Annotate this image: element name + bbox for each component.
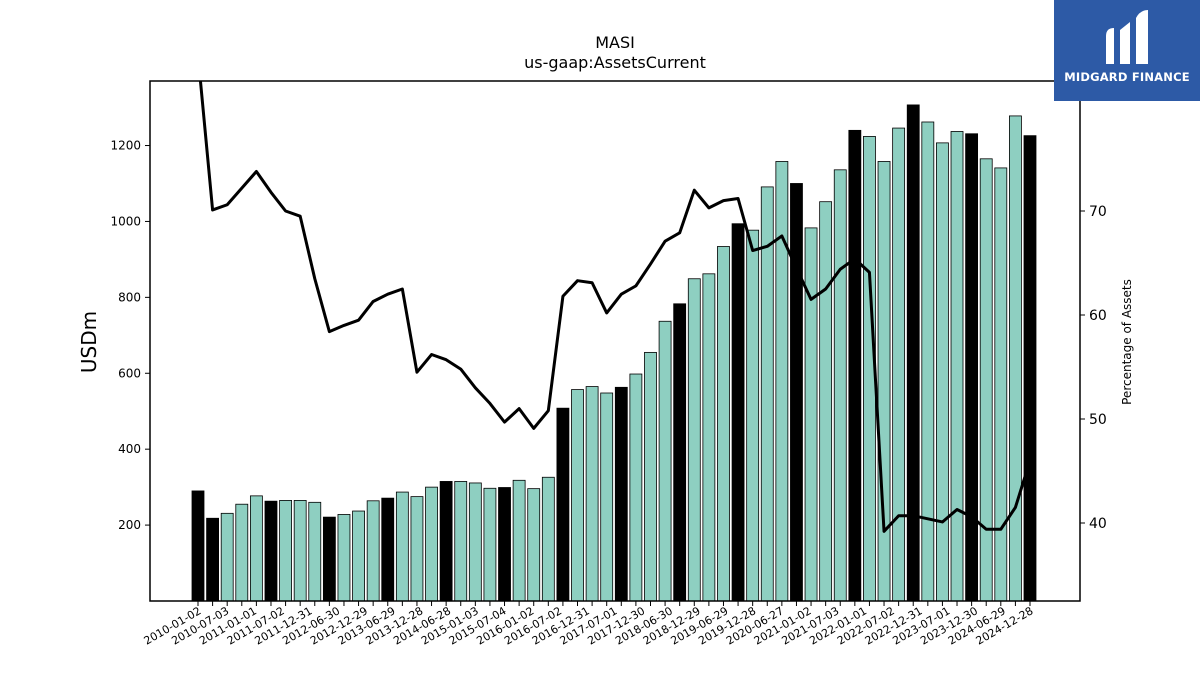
bar-2016-07-02 bbox=[571, 389, 584, 602]
bar-2017-09-30 bbox=[644, 351, 657, 602]
logo-mark-icon bbox=[1106, 10, 1148, 64]
chart-title: MASI bbox=[595, 33, 635, 52]
bar-2017-12-30 bbox=[658, 320, 672, 602]
bar-2022-01-01 bbox=[892, 127, 906, 602]
bars-layer bbox=[191, 104, 1037, 602]
y-tick-label-1200: 1200 bbox=[110, 139, 141, 153]
bar-2014-09-27 bbox=[468, 482, 482, 602]
bar-2013-03-30 bbox=[381, 497, 395, 602]
bar-2010-07-03 bbox=[220, 512, 234, 602]
brand-logo: MIDGARD FINANCE bbox=[1054, 0, 1200, 101]
bar-2016-12-31 bbox=[600, 392, 614, 602]
bar-2011-07-02 bbox=[279, 500, 292, 602]
bar-2018-06-30 bbox=[687, 278, 701, 602]
bar-2018-12-29 bbox=[717, 246, 730, 602]
y-tick-label-800: 800 bbox=[118, 290, 141, 304]
bar-2021-01-02 bbox=[833, 169, 847, 602]
bar-2013-12-28 bbox=[425, 486, 438, 602]
y2-axis-label: Percentage of Assets bbox=[1120, 279, 1134, 405]
bar-2012-09-29 bbox=[352, 510, 365, 602]
bar-2015-07-04 bbox=[512, 479, 526, 602]
bar-2023-09-30 bbox=[994, 167, 1008, 602]
bar-2011-10-01 bbox=[293, 500, 307, 602]
bar-2020-03-28 bbox=[790, 183, 803, 602]
y2-tick-label-70: 70 bbox=[1089, 204, 1107, 220]
y2-tick-label-40: 40 bbox=[1089, 516, 1107, 532]
bar-2019-06-29 bbox=[746, 229, 760, 602]
bar-2012-03-31 bbox=[322, 516, 336, 602]
bar-2011-04-02 bbox=[264, 500, 278, 602]
brand-name: MIDGARD FINANCE bbox=[1064, 70, 1190, 84]
bar-2013-09-28 bbox=[410, 496, 424, 602]
bar-2016-01-02 bbox=[541, 476, 555, 602]
bar-2018-09-29 bbox=[702, 273, 716, 602]
bar-2021-04-03 bbox=[848, 129, 862, 602]
y2-tick-label-60: 60 bbox=[1089, 308, 1107, 324]
y-tick-label-600: 600 bbox=[118, 366, 141, 380]
bar-2022-12-31 bbox=[950, 131, 964, 602]
y-axis-label: USDm bbox=[77, 311, 101, 373]
pct-of-assets-line bbox=[198, 81, 1032, 533]
bar-2020-06-27 bbox=[804, 227, 818, 602]
bar-2023-04-01 bbox=[965, 133, 979, 602]
bar-2022-07-02 bbox=[921, 121, 935, 602]
bar-2011-12-31 bbox=[308, 501, 322, 602]
y-tick-label-1000: 1000 bbox=[110, 214, 141, 228]
line-layer bbox=[198, 81, 1032, 533]
y-tick-label-200: 200 bbox=[118, 518, 141, 532]
bar-2017-07-01 bbox=[629, 373, 643, 602]
bar-2016-04-02 bbox=[556, 407, 570, 602]
bar-2012-06-30 bbox=[337, 514, 351, 602]
chart-subtitle: us-gaap:AssetsCurrent bbox=[524, 53, 706, 72]
bar-2015-01-03 bbox=[483, 487, 497, 602]
bar-2023-07-01 bbox=[979, 158, 993, 602]
bar-2015-04-04 bbox=[498, 487, 511, 602]
bar-2019-12-28 bbox=[775, 161, 789, 602]
bar-2014-03-29 bbox=[439, 481, 453, 602]
bar-2022-04-02 bbox=[906, 104, 920, 602]
bar-2017-04-01 bbox=[614, 386, 628, 602]
bar-2024-03-30 bbox=[1023, 135, 1037, 602]
bar-2019-03-30 bbox=[731, 223, 745, 602]
bar-2010-01-02 bbox=[191, 490, 205, 602]
bar-2012-12-29 bbox=[366, 500, 380, 602]
bar-2020-09-26 bbox=[819, 201, 833, 602]
y-tick-label-400: 400 bbox=[118, 442, 141, 456]
bar-2022-10-01 bbox=[936, 142, 949, 602]
plot-frame bbox=[149, 80, 1081, 602]
bar-2010-10-02 bbox=[235, 503, 249, 602]
bar-2014-06-28 bbox=[454, 481, 468, 602]
bar-2016-10-01 bbox=[585, 386, 599, 602]
bar-2010-04-03 bbox=[206, 517, 220, 602]
bar-2013-06-29 bbox=[395, 491, 409, 602]
bar-2011-01-01 bbox=[249, 495, 263, 602]
bar-2023-12-30 bbox=[1009, 115, 1022, 602]
bar-2021-10-02 bbox=[877, 161, 891, 602]
y2-tick-label-50: 50 bbox=[1089, 412, 1107, 428]
bar-2018-03-31 bbox=[673, 303, 687, 602]
bar-2015-10-03 bbox=[527, 488, 541, 602]
